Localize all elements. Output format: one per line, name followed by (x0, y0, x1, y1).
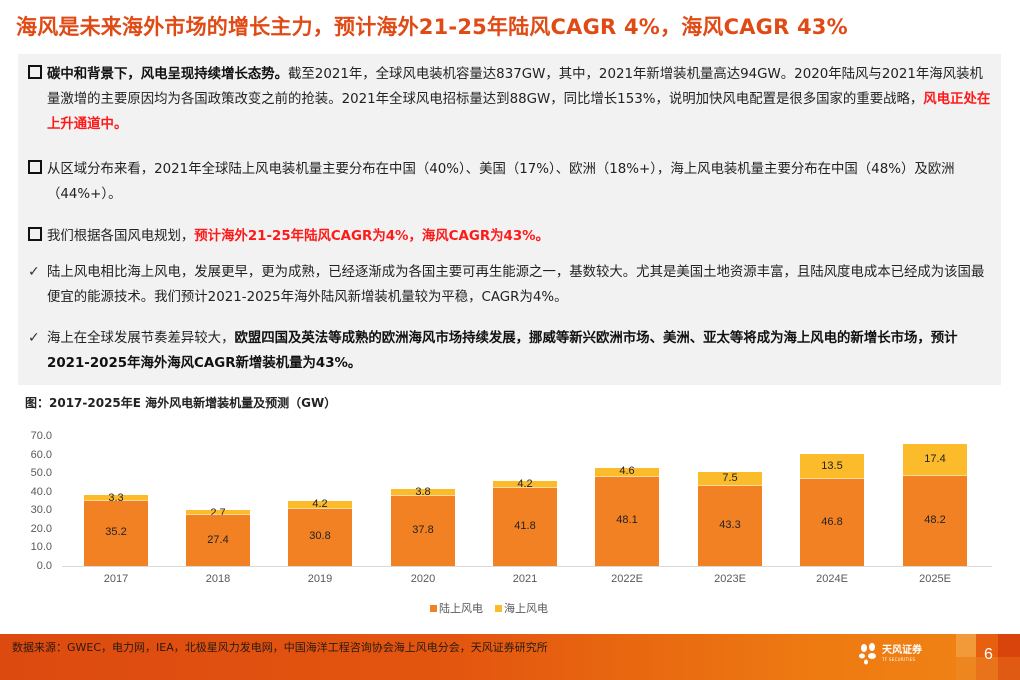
legend-item-onshore: 陆上风电 (430, 600, 483, 616)
page-title: 海风是未来海外市场的增长主力，预计海外21-25年陆风CAGR 4%，海风CAG… (16, 15, 848, 39)
bullet-text: 碳中和背景下，风电呈现持续增长态势。截至2021年，全球风电装机容量达837GW… (47, 67, 991, 132)
x-tick-label: 2024E (816, 573, 848, 585)
bar-segment-onshore: 30.8 (288, 508, 352, 566)
data-label: 48.2 (924, 514, 946, 527)
decorative-tiles (956, 634, 1020, 680)
square-bullet-icon (28, 62, 46, 87)
bar-2025E: 17.4 48.2 (903, 444, 967, 566)
data-label: 27.4 (207, 533, 229, 546)
bar-segment-offshore: 3.8 (391, 485, 455, 498)
bar-segment-offshore: 7.5 (698, 472, 762, 486)
summary-panel: 碳中和背景下，风电呈现持续增长态势。截至2021年，全球风电装机容量达837GW… (18, 54, 1001, 385)
bar-segment-offshore: 4.2 (493, 477, 557, 490)
bullet-text: 陆上风电相比海上风电，发展更早，更为成熟，已经逐渐成为各国主要可再生能源之一，基… (47, 265, 985, 305)
y-tick: 30.0 (30, 504, 52, 517)
bar-2022E: 4.6 48.1 (595, 465, 659, 566)
data-label: 30.8 (309, 530, 331, 543)
bullet-text: 我们根据各国风电规划，预计海外21-25年陆风CAGR为4%，海风CAGR为43… (47, 229, 549, 244)
bullet-item: 碳中和背景下，风电呈现持续增长态势。截至2021年，全球风电装机容量达837GW… (28, 62, 993, 137)
x-axis (62, 566, 992, 567)
square-bullet-icon (28, 157, 46, 182)
y-tick: 40.0 (30, 485, 52, 498)
data-label: 3.8 (415, 485, 431, 498)
stacked-bar-chart: 0.0 10.0 20.0 30.0 40.0 50.0 60.0 70.0 3… (0, 420, 1020, 620)
bar-segment-offshore: 17.4 (903, 444, 967, 477)
bar-segment-onshore: 46.8 (800, 479, 864, 566)
checkmark-icon: ✓ (28, 264, 40, 280)
flower-logo-icon (859, 643, 876, 665)
bullet-text: 海上在全球发展节奏差异较大，欧盟四国及英法等成熟的欧洲海风市场持续发展，挪威等新… (47, 331, 958, 371)
legend-item-offshore: 海上风电 (495, 600, 548, 616)
y-tick: 10.0 (30, 541, 52, 554)
bar-segment-offshore: 13.5 (800, 454, 864, 480)
bar-segment-offshore: 4.6 (595, 465, 659, 478)
bar-segment-onshore: 48.2 (903, 476, 967, 566)
x-tick-label: 2017 (103, 573, 129, 585)
legend-swatch-icon (495, 604, 502, 612)
bar-2021: 4.2 41.8 (493, 477, 557, 566)
company-logo: 天风证券 TF SECURITIES (858, 642, 922, 666)
bar-2023E: 7.5 43.3 (698, 472, 762, 566)
data-label: 35.2 (105, 526, 127, 539)
bar-segment-offshore: 3.3 (84, 491, 148, 504)
data-source: 数据来源：GWEC，电力网，IEA，北极星风力发电网，中国海洋工程咨询协会海上风… (12, 641, 548, 654)
bar-2018: 2.7 27.4 (186, 507, 250, 566)
bar-2020: 3.8 37.8 (391, 485, 455, 566)
data-label: 4.2 (312, 498, 328, 510)
y-tick: 60.0 (30, 448, 52, 461)
bar-2019: 4.2 30.8 (288, 498, 352, 566)
bullet-item: 我们根据各国风电规划，预计海外21-25年陆风CAGR为4%，海风CAGR为43… (28, 224, 993, 249)
legend-swatch-icon (430, 604, 437, 612)
y-tick: 70.0 (30, 430, 52, 442)
data-label: 46.8 (821, 515, 843, 528)
data-label: 4.6 (619, 465, 635, 478)
data-label: 13.5 (821, 459, 843, 472)
x-tick-label: 2023E (714, 573, 746, 585)
bar-segment-onshore: 43.3 (698, 485, 762, 566)
y-tick: 20.0 (30, 522, 52, 535)
bullet-item: ✓ 海上在全球发展节奏差异较大，欧盟四国及英法等成熟的欧洲海风市场持续发展，挪威… (28, 326, 993, 376)
y-tick: 50.0 (30, 467, 52, 480)
data-label: 4.2 (517, 477, 533, 490)
data-label: 37.8 (412, 523, 434, 536)
bar-2024E: 13.5 46.8 (800, 454, 864, 566)
bullet-text: 从区域分布来看，2021年全球陆上风电装机量主要分布在中国（40%）、美国（17… (47, 162, 955, 202)
data-label: 3.3 (108, 491, 124, 504)
bar-segment-onshore: 35.2 (84, 500, 148, 566)
x-tick-label: 2022E (611, 573, 643, 585)
x-tick-label: 2019 (307, 573, 333, 585)
data-label: 17.4 (924, 453, 946, 466)
logo-text-en: TF SECURITIES (882, 657, 916, 662)
x-tick-label: 2025E (919, 573, 951, 585)
bullet-item: 从区域分布来看，2021年全球陆上风电装机量主要分布在中国（40%）、美国（17… (28, 157, 993, 207)
page-number: 6 (984, 646, 993, 663)
data-label: 43.3 (719, 518, 741, 531)
data-label: 7.5 (722, 471, 738, 484)
bar-segment-onshore: 37.8 (391, 495, 455, 566)
chart-title: 图：2017-2025年E 海外风电新增装机量及预测（GW） (25, 396, 337, 410)
logo-text-cn: 天风证券 (882, 645, 922, 656)
bullet-item: ✓ 陆上风电相比海上风电，发展更早，更为成熟，已经逐渐成为各国主要可再生能源之一… (28, 260, 993, 310)
footer-bar: 数据来源：GWEC，电力网，IEA，北极星风力发电网，中国海洋工程咨询协会海上风… (0, 634, 1020, 680)
x-tick-label: 2018 (205, 573, 231, 585)
y-tick: 0.0 (36, 560, 52, 572)
square-bullet-icon (28, 224, 46, 249)
bar-segment-onshore: 27.4 (186, 515, 250, 566)
x-tick-label: 2021 (512, 573, 538, 585)
data-label: 41.8 (514, 520, 536, 533)
bar-2017: 3.3 35.2 (84, 491, 148, 566)
bar-segment-offshore: 4.2 (288, 498, 352, 510)
checkmark-icon: ✓ (28, 330, 40, 346)
data-label: 48.1 (616, 514, 638, 527)
bar-segment-onshore: 41.8 (493, 488, 557, 566)
chart-legend: 陆上风电 海上风电 (430, 600, 548, 616)
x-tick-label: 2020 (410, 573, 436, 585)
bar-segment-onshore: 48.1 (595, 476, 659, 566)
